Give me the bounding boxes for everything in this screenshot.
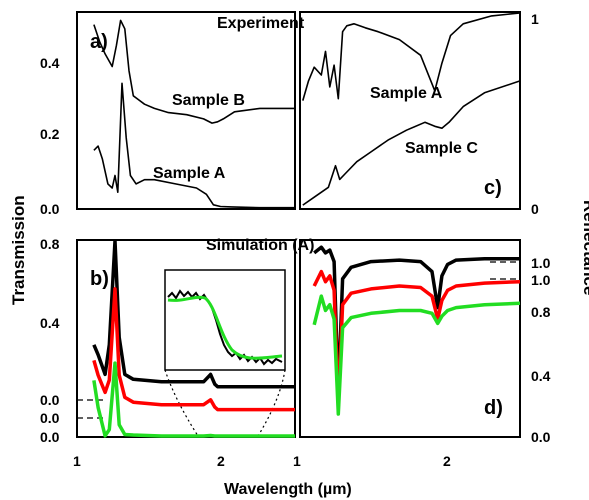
series-line-b-red [92, 287, 295, 412]
tick-c-y-0: 0 [531, 201, 539, 217]
tick-b-y-0.0-green: 0.0 [40, 429, 60, 445]
tick-d-y-0.8: 0.8 [531, 304, 551, 320]
series-label-sample-c: Sample C [405, 140, 478, 157]
tick-a-y-0.2: 0.2 [40, 126, 60, 142]
inset-frame [164, 269, 286, 371]
tick-a-y-0.0: 0.0 [40, 201, 60, 217]
tick-b-y-0.0-red: 0.0 [40, 410, 60, 426]
title-simulation: Simulation (A) [206, 237, 314, 254]
inset-zoom-line-right [257, 369, 286, 437]
series-line-a-sample-b [93, 19, 295, 124]
series-line-d-black [313, 245, 520, 396]
tick-c-y-1: 1 [531, 11, 539, 27]
ylabel-transmission: Transmission [9, 195, 28, 305]
series-label-sample-b: Sample B [172, 92, 245, 109]
series-line-d-green [312, 294, 521, 416]
tick-d-y-0.0: 0.0 [531, 429, 551, 445]
tick-b-y-0.0-black: 0.0 [40, 392, 60, 408]
tick-d-y-1.0-lower: 1.0 [531, 272, 551, 288]
panel-label-b: b) [90, 268, 109, 290]
tick-d-y-0.4: 0.4 [531, 368, 551, 384]
tick-b-y-0.8: 0.8 [40, 236, 60, 252]
panel-label-a: a) [90, 31, 108, 53]
panel-label-d: d) [484, 397, 503, 419]
tick-d-x-2: 2 [443, 453, 451, 469]
series-line-a-sample-a [93, 82, 295, 209]
series-layer [92, 12, 521, 438]
series-line-c-sample-a [302, 12, 521, 101]
inset-simulation-curve [167, 295, 283, 360]
panel-label-c: c) [484, 177, 502, 199]
series-label-sample-a-right: Sample A [370, 85, 443, 102]
series-label-sample-a-left: Sample A [153, 165, 226, 182]
tick-d-y-1.0-upper: 1.0 [531, 255, 551, 271]
series-line-b-black [92, 239, 295, 389]
ylabel-reflectance: Reflectance [580, 200, 589, 295]
xlabel-wavelength: Wavelength (µm) [224, 481, 352, 498]
series-line-c-sample-c [302, 80, 521, 206]
tick-a-y-0.4: 0.4 [40, 55, 60, 71]
panel-c-frame [299, 11, 521, 210]
series-line-b-green [92, 361, 295, 438]
tick-b-y-0.4: 0.4 [40, 315, 60, 331]
inset-zoom-line-left [164, 369, 199, 437]
panel-a-frame [76, 11, 296, 210]
tick-b-x-1: 1 [73, 453, 81, 469]
title-experiment: Experiment [217, 15, 305, 32]
inset-noisy-data-curve [167, 289, 283, 366]
tick-b-x-2: 2 [217, 453, 225, 469]
panel-d-frame [299, 239, 521, 438]
tick-d-x-1: 1 [293, 453, 301, 469]
series-line-d-red [312, 269, 521, 408]
